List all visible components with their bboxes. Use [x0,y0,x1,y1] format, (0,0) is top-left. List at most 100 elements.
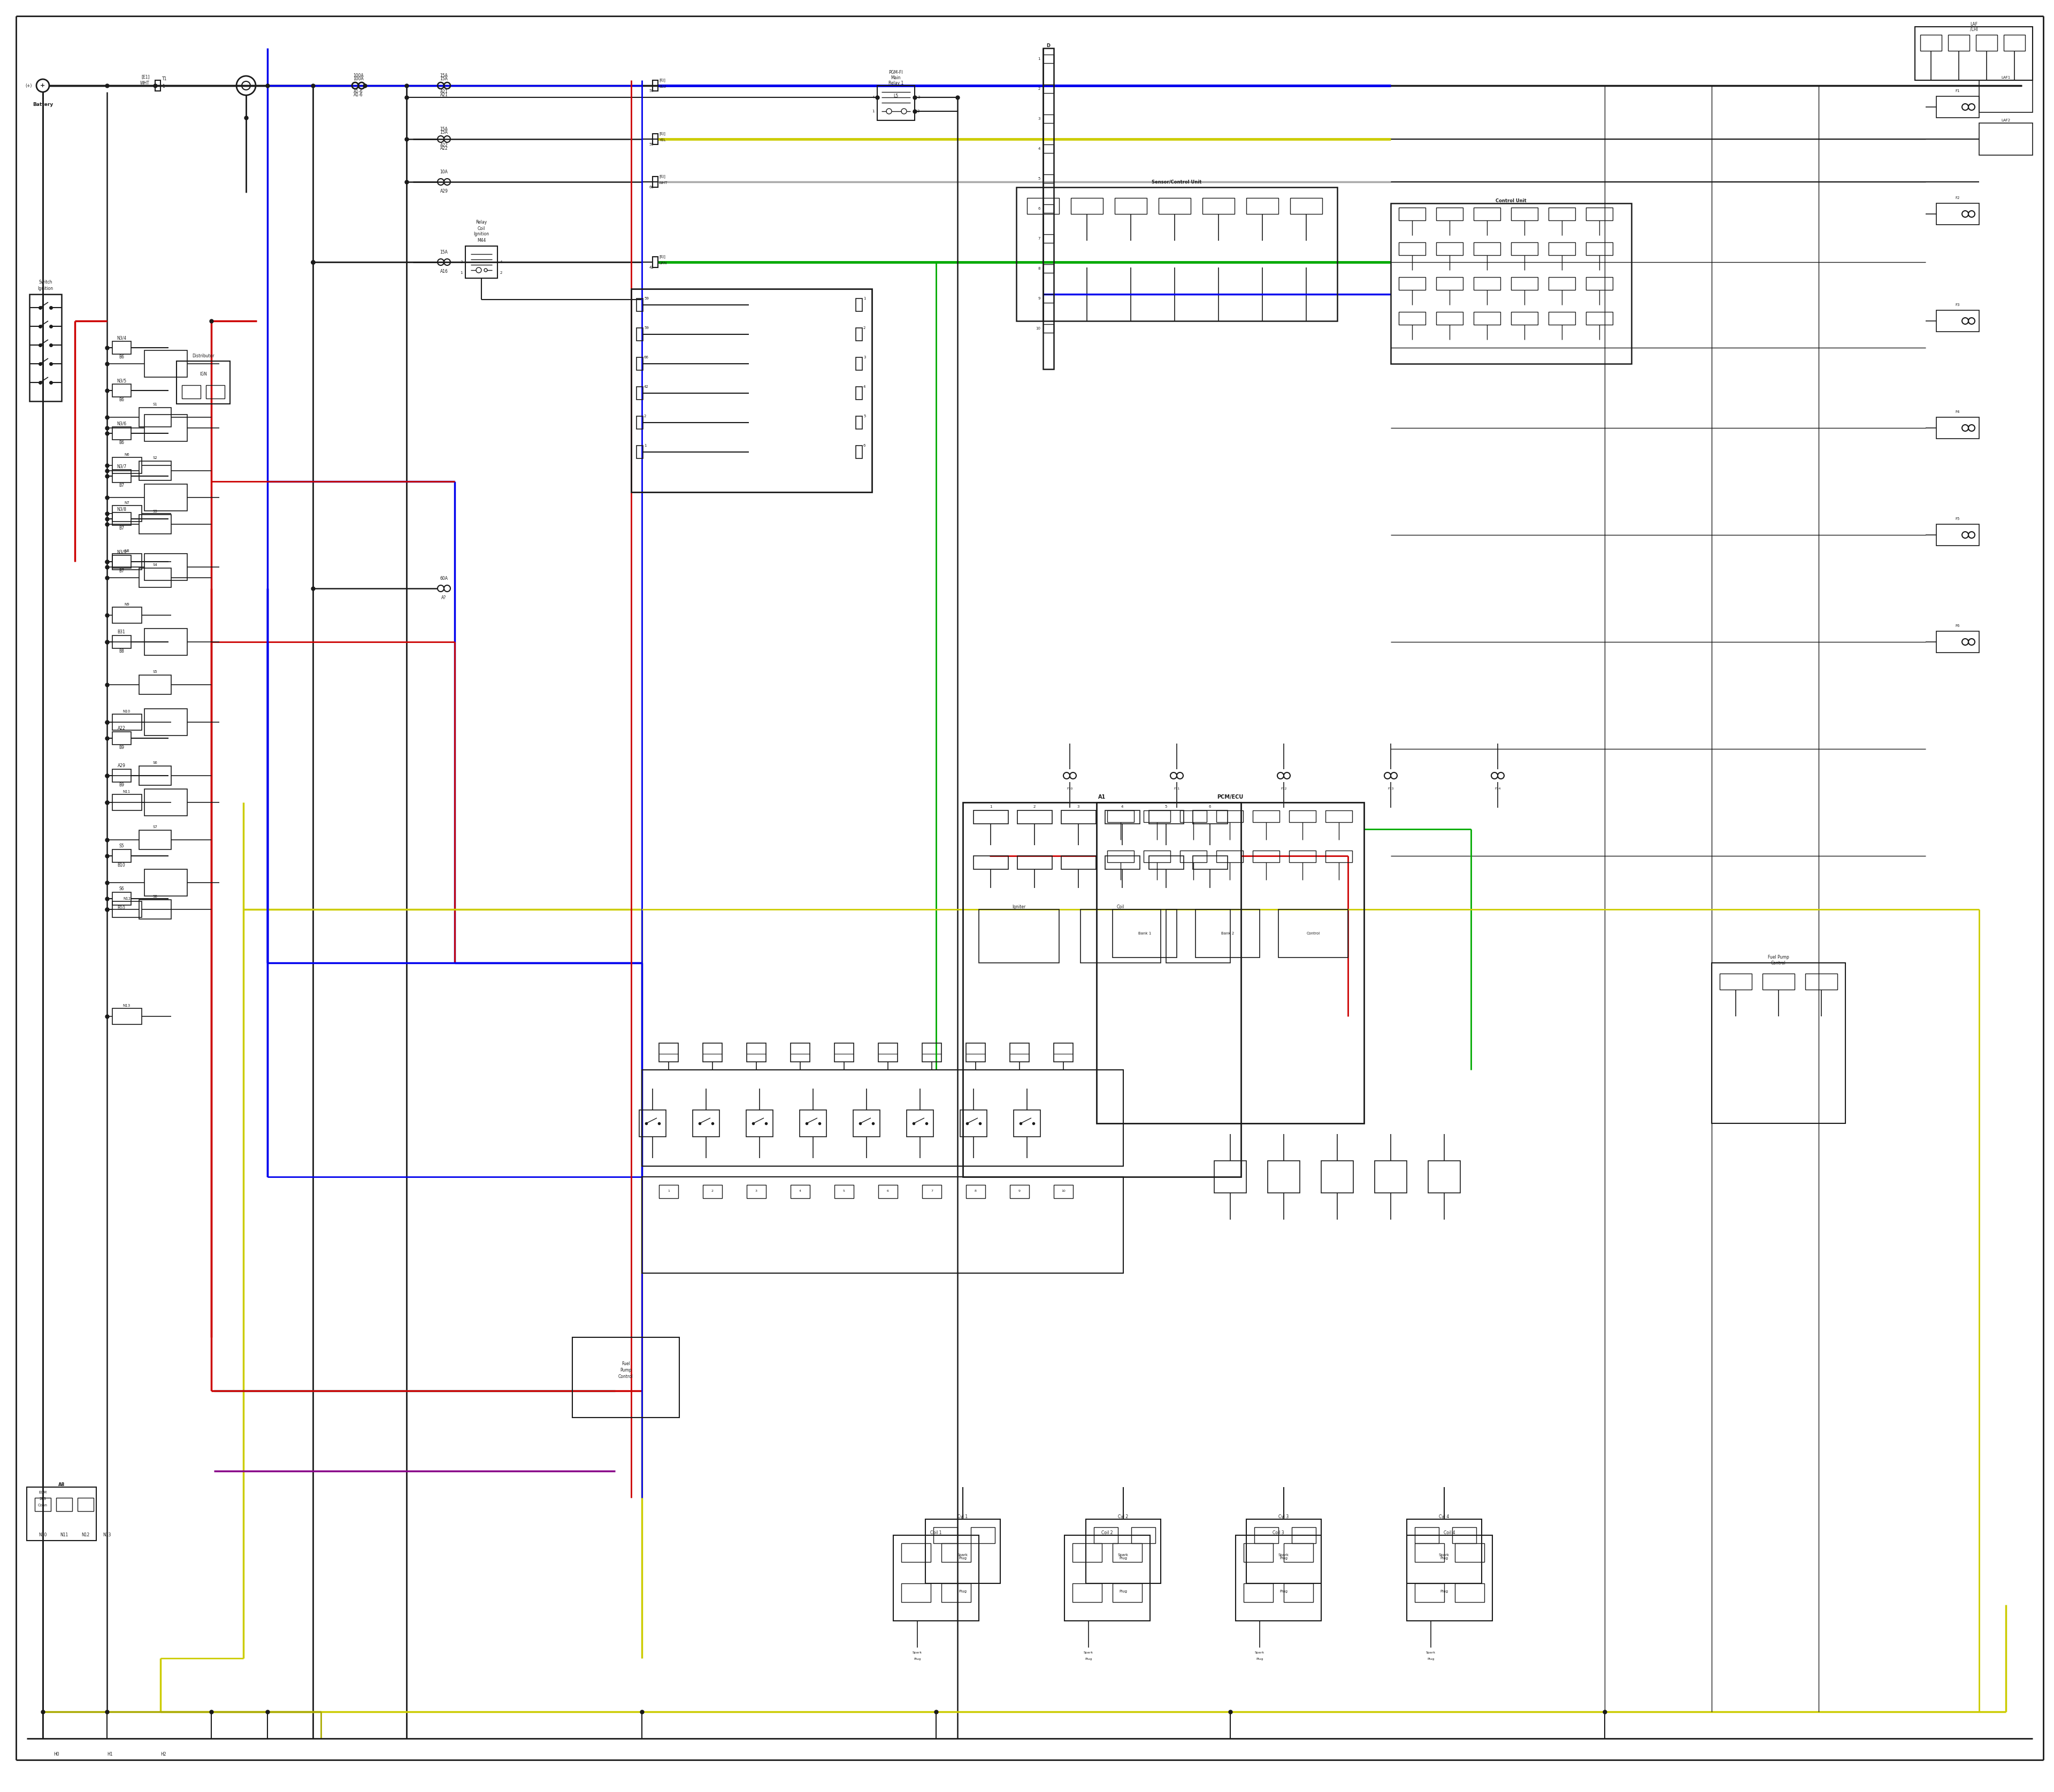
Bar [1914,27,2033,81]
Bar [144,351,187,376]
Bar [1107,810,1134,823]
Bar [1243,1543,1273,1563]
Text: N3/9: N3/9 [117,550,125,554]
Text: S3: S3 [152,509,158,513]
Text: Spark
Plug: Spark Plug [1117,1554,1128,1561]
Text: N6: N6 [123,453,129,457]
Bar [144,484,187,511]
Text: 1: 1 [668,1190,670,1193]
Bar [1080,909,1161,962]
Bar [1762,973,1795,989]
Text: Fuel Pump
Control: Fuel Pump Control [1768,955,1789,966]
Bar [965,1043,986,1063]
Text: B10: B10 [117,907,125,910]
Bar [1193,810,1228,824]
Bar [113,556,131,568]
Bar [144,554,187,581]
Text: N3/4: N3/4 [117,335,125,340]
Bar [659,1185,678,1199]
Bar [1980,81,2033,113]
Bar [1054,1043,1072,1063]
Bar [748,1185,766,1199]
Text: Battery: Battery [33,102,53,108]
Text: Coil: Coil [1117,905,1124,909]
Bar [1107,851,1134,862]
Text: 2: 2 [645,414,647,418]
Bar [1237,1536,1321,1620]
Text: Fuel: Fuel [622,1362,631,1367]
Text: Plug: Plug [1440,1590,1448,1593]
Text: 8: 8 [1037,267,1041,271]
Text: Plug: Plug [1428,1658,1434,1661]
Text: Cyl 3: Cyl 3 [1278,1514,1290,1520]
Bar [1253,810,1280,823]
Bar [1920,34,1941,50]
Text: Pump: Pump [620,1367,633,1373]
Bar [1321,1161,1354,1193]
Text: Ignition: Ignition [474,231,489,237]
Bar [1512,208,1538,220]
Text: 1: 1 [873,109,875,113]
Bar [1937,97,1980,118]
Text: N3/7: N3/7 [117,464,125,470]
Bar [1132,1527,1154,1543]
Bar [746,1109,772,1136]
Bar [1095,1527,1117,1543]
Bar [1017,810,1052,824]
Text: 15A: 15A [440,251,448,254]
Text: 3: 3 [1076,805,1080,808]
Bar [1586,208,1612,220]
Bar [113,794,142,810]
Text: Conn: Conn [37,1503,47,1507]
Text: 60A: 60A [440,577,448,581]
Text: 59: 59 [645,297,649,299]
Bar [933,1527,957,1543]
Text: 15A: 15A [440,131,448,134]
Bar [834,1043,854,1063]
Bar [29,294,62,401]
Text: N13: N13 [123,1004,131,1007]
Bar [1473,208,1499,220]
Bar [1290,810,1317,823]
Bar [641,1177,1124,1272]
Bar [857,299,863,312]
Text: F4: F4 [1955,410,1960,414]
Text: F3: F3 [1955,303,1960,306]
Bar [653,256,657,267]
Bar [144,629,187,656]
Bar [1399,278,1425,290]
Text: LAF1: LAF1 [2001,75,2011,79]
Bar [1436,242,1462,254]
Bar [1097,803,1364,1124]
Text: 6: 6 [1208,805,1212,808]
Text: Coil: Coil [479,226,485,231]
Bar [980,909,1060,962]
Text: Distributor: Distributor [193,353,214,358]
Bar [1043,54,1054,63]
Text: 1: 1 [645,444,647,448]
Bar [1290,197,1323,213]
Bar [1292,1527,1317,1543]
Bar [144,414,187,441]
Bar [1214,1161,1247,1193]
Bar [1167,909,1230,962]
Text: GRN: GRN [659,262,668,265]
Bar [702,1043,723,1063]
Bar [653,81,657,91]
Text: PGM-FI: PGM-FI [889,70,904,75]
Text: A29: A29 [117,763,125,769]
Bar [1062,857,1097,869]
Bar [1043,145,1054,152]
Bar [113,383,131,396]
Text: Spark
Plug: Spark Plug [1278,1554,1290,1561]
Bar [113,901,142,918]
Bar [1113,909,1177,957]
Text: N3/6: N3/6 [117,421,125,426]
Bar [156,81,160,91]
Bar [140,765,170,785]
Bar [27,1487,97,1541]
Bar [791,1185,809,1199]
Bar [1013,1109,1041,1136]
Bar [963,803,1241,1177]
Bar [1253,851,1280,862]
